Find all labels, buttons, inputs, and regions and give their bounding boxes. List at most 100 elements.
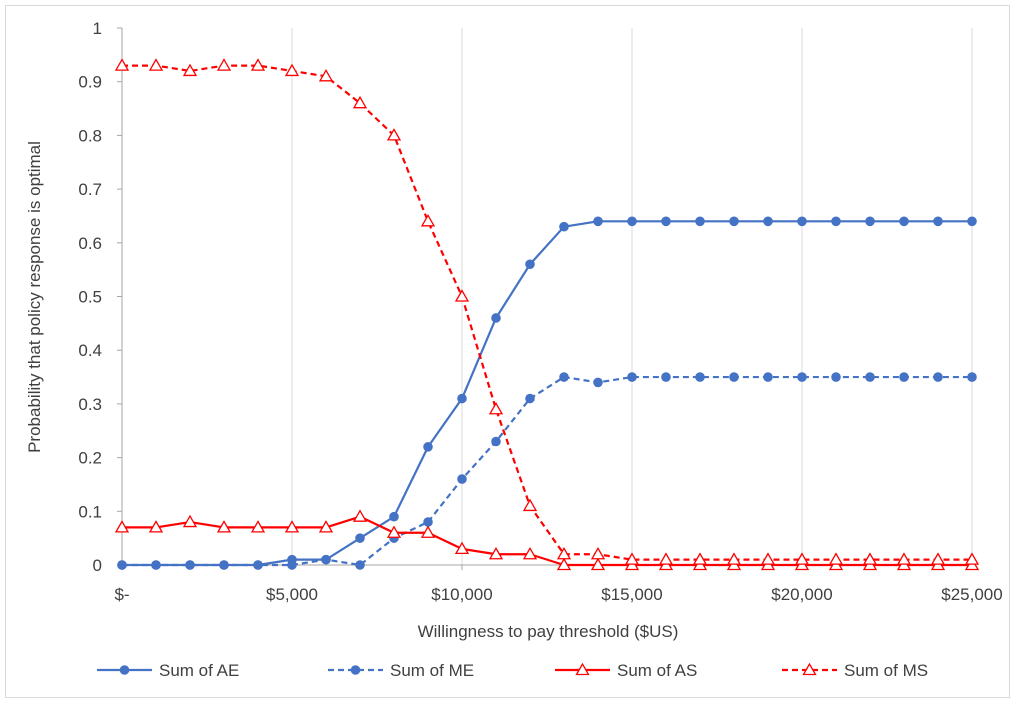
data-point [219, 560, 229, 570]
data-point [729, 372, 739, 382]
y-tick-label: 0.6 [78, 234, 102, 253]
series-sum-of-ms [114, 58, 980, 565]
data-point [797, 216, 807, 227]
series-line-sum-of-me [122, 375, 972, 567]
y-tick-label: 0.2 [78, 449, 102, 468]
data-point [899, 216, 909, 227]
data-point [933, 372, 943, 382]
data-point [726, 552, 742, 565]
data-point [284, 520, 300, 533]
data-point [457, 393, 467, 404]
data-point [831, 372, 841, 382]
data-point [148, 520, 164, 533]
data-point [559, 372, 569, 382]
y-tick-label: 0.8 [78, 126, 102, 145]
data-point [491, 313, 501, 323]
legend-marker [802, 662, 817, 676]
data-point [114, 58, 130, 71]
data-point [420, 525, 436, 538]
y-tick-label: 0.5 [78, 288, 102, 307]
data-point [420, 214, 436, 227]
data-point [454, 541, 470, 555]
data-point [896, 552, 912, 565]
data-point [250, 520, 266, 533]
x-tick-label: $10,000 [431, 585, 492, 604]
legend-marker [350, 665, 361, 675]
data-point [695, 216, 705, 227]
data-point [253, 560, 263, 570]
data-point [522, 546, 538, 560]
data-point [423, 442, 433, 452]
series-sum-of-me [117, 372, 977, 570]
data-point [695, 372, 705, 382]
x-axis-ticks: $- $5,000 $10,000 $15,000 $20,000 $25,000 [114, 565, 1003, 604]
data-point [352, 95, 368, 109]
data-point [797, 372, 807, 382]
legend-item-sum-of-ae: Sum of AE [97, 661, 239, 680]
data-point [250, 58, 266, 71]
legend: Sum of AE Sum of ME Sum of AS Sum of MS [97, 661, 928, 680]
legend-item-sum-of-as: Sum of AS [555, 661, 697, 680]
chart-frame [5, 5, 1010, 698]
x-tick-label: $25,000 [941, 585, 1002, 604]
data-point [627, 216, 637, 227]
data-point [386, 128, 402, 141]
data-point [117, 560, 127, 570]
data-point [865, 372, 875, 382]
y-tick-label: 0.3 [78, 395, 102, 414]
data-point [488, 546, 504, 560]
axes [121, 28, 972, 566]
series-sum-of-ae [117, 216, 977, 570]
data-point [355, 533, 365, 543]
data-point [148, 58, 164, 71]
data-point [185, 560, 195, 570]
data-point [763, 372, 773, 382]
y-axis-ticks: 0 0.1 0.2 0.3 0.4 0.5 0.6 0.7 0.8 0.9 1 [78, 19, 122, 575]
y-tick-label: 1 [93, 19, 102, 38]
data-point [627, 372, 637, 382]
data-point [658, 552, 674, 565]
data-point [967, 372, 977, 382]
series-layer [114, 58, 980, 571]
x-axis-title: Willingness to pay threshold ($US) [418, 622, 679, 641]
data-point [590, 546, 606, 560]
data-point [865, 216, 875, 227]
data-point [794, 552, 810, 565]
data-point [967, 216, 977, 227]
series-line-sum-of-as [122, 515, 972, 567]
y-tick-label: 0.4 [78, 341, 102, 360]
data-point [556, 546, 572, 560]
data-point [182, 63, 198, 77]
legend-marker [575, 662, 590, 676]
data-point [284, 63, 300, 77]
data-point [862, 552, 878, 565]
data-point [182, 514, 198, 528]
data-point [590, 557, 606, 571]
data-point [624, 552, 640, 565]
data-point [457, 474, 467, 484]
series-line-sum-of-ms [122, 64, 972, 561]
data-point [522, 498, 538, 512]
data-point [559, 221, 569, 232]
data-point [525, 259, 535, 270]
legend-label: Sum of ME [390, 661, 474, 680]
data-point [964, 552, 980, 565]
data-point [593, 216, 603, 227]
data-point [593, 377, 603, 388]
legend-marker [119, 665, 130, 675]
data-point [828, 552, 844, 565]
legend-label: Sum of AS [617, 661, 697, 680]
data-point [661, 216, 671, 227]
series-line-sum-of-ae [122, 220, 972, 567]
data-point [899, 372, 909, 382]
data-point [491, 436, 501, 447]
legend-label: Sum of AE [159, 661, 239, 680]
data-point [321, 554, 331, 565]
data-point [151, 560, 161, 570]
x-tick-label: $15,000 [601, 585, 662, 604]
y-axis-title: Probability that policy response is opti… [25, 141, 44, 453]
data-point [831, 216, 841, 227]
y-tick-label: 0 [93, 556, 102, 575]
x-tick-label: $20,000 [771, 585, 832, 604]
